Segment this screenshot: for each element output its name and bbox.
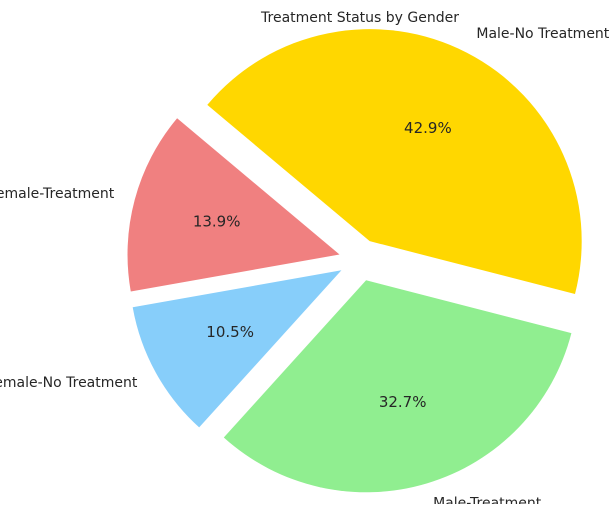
pie-slice-male-treatment (223, 280, 572, 493)
chart-title: Treatment Status by Gender (260, 10, 459, 26)
pie-category-label-male-treatment: Male-Treatment (433, 496, 542, 504)
pie-pct-label-male-no-treatment: 42.9% (404, 119, 452, 137)
pie-category-label-female-treatment: Female-Treatment (0, 186, 115, 202)
pie-slice-male-no-treatment (207, 29, 582, 295)
pie-slice-female-treatment (127, 118, 340, 292)
pie-slice-female-no-treatment (132, 270, 342, 428)
pie-pct-label-female-treatment: 13.9% (193, 213, 241, 231)
pie-category-label-female-no-treatment: Female-No Treatment (0, 375, 138, 391)
pie-pct-label-male-treatment: 32.7% (379, 393, 427, 411)
pie-slices (127, 29, 582, 493)
pie-category-label-male-no-treatment: Male-No Treatment (476, 26, 609, 42)
pie-labels: 13.9% Female-Treatment 10.5% Female-No Trea… (0, 26, 610, 508)
pie-pct-label-female-no-treatment: 10.5% (206, 323, 254, 341)
